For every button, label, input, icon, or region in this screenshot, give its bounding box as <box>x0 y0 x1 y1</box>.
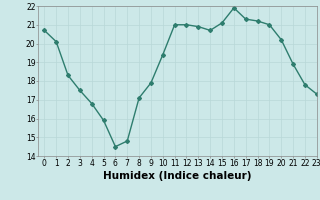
X-axis label: Humidex (Indice chaleur): Humidex (Indice chaleur) <box>103 171 252 181</box>
